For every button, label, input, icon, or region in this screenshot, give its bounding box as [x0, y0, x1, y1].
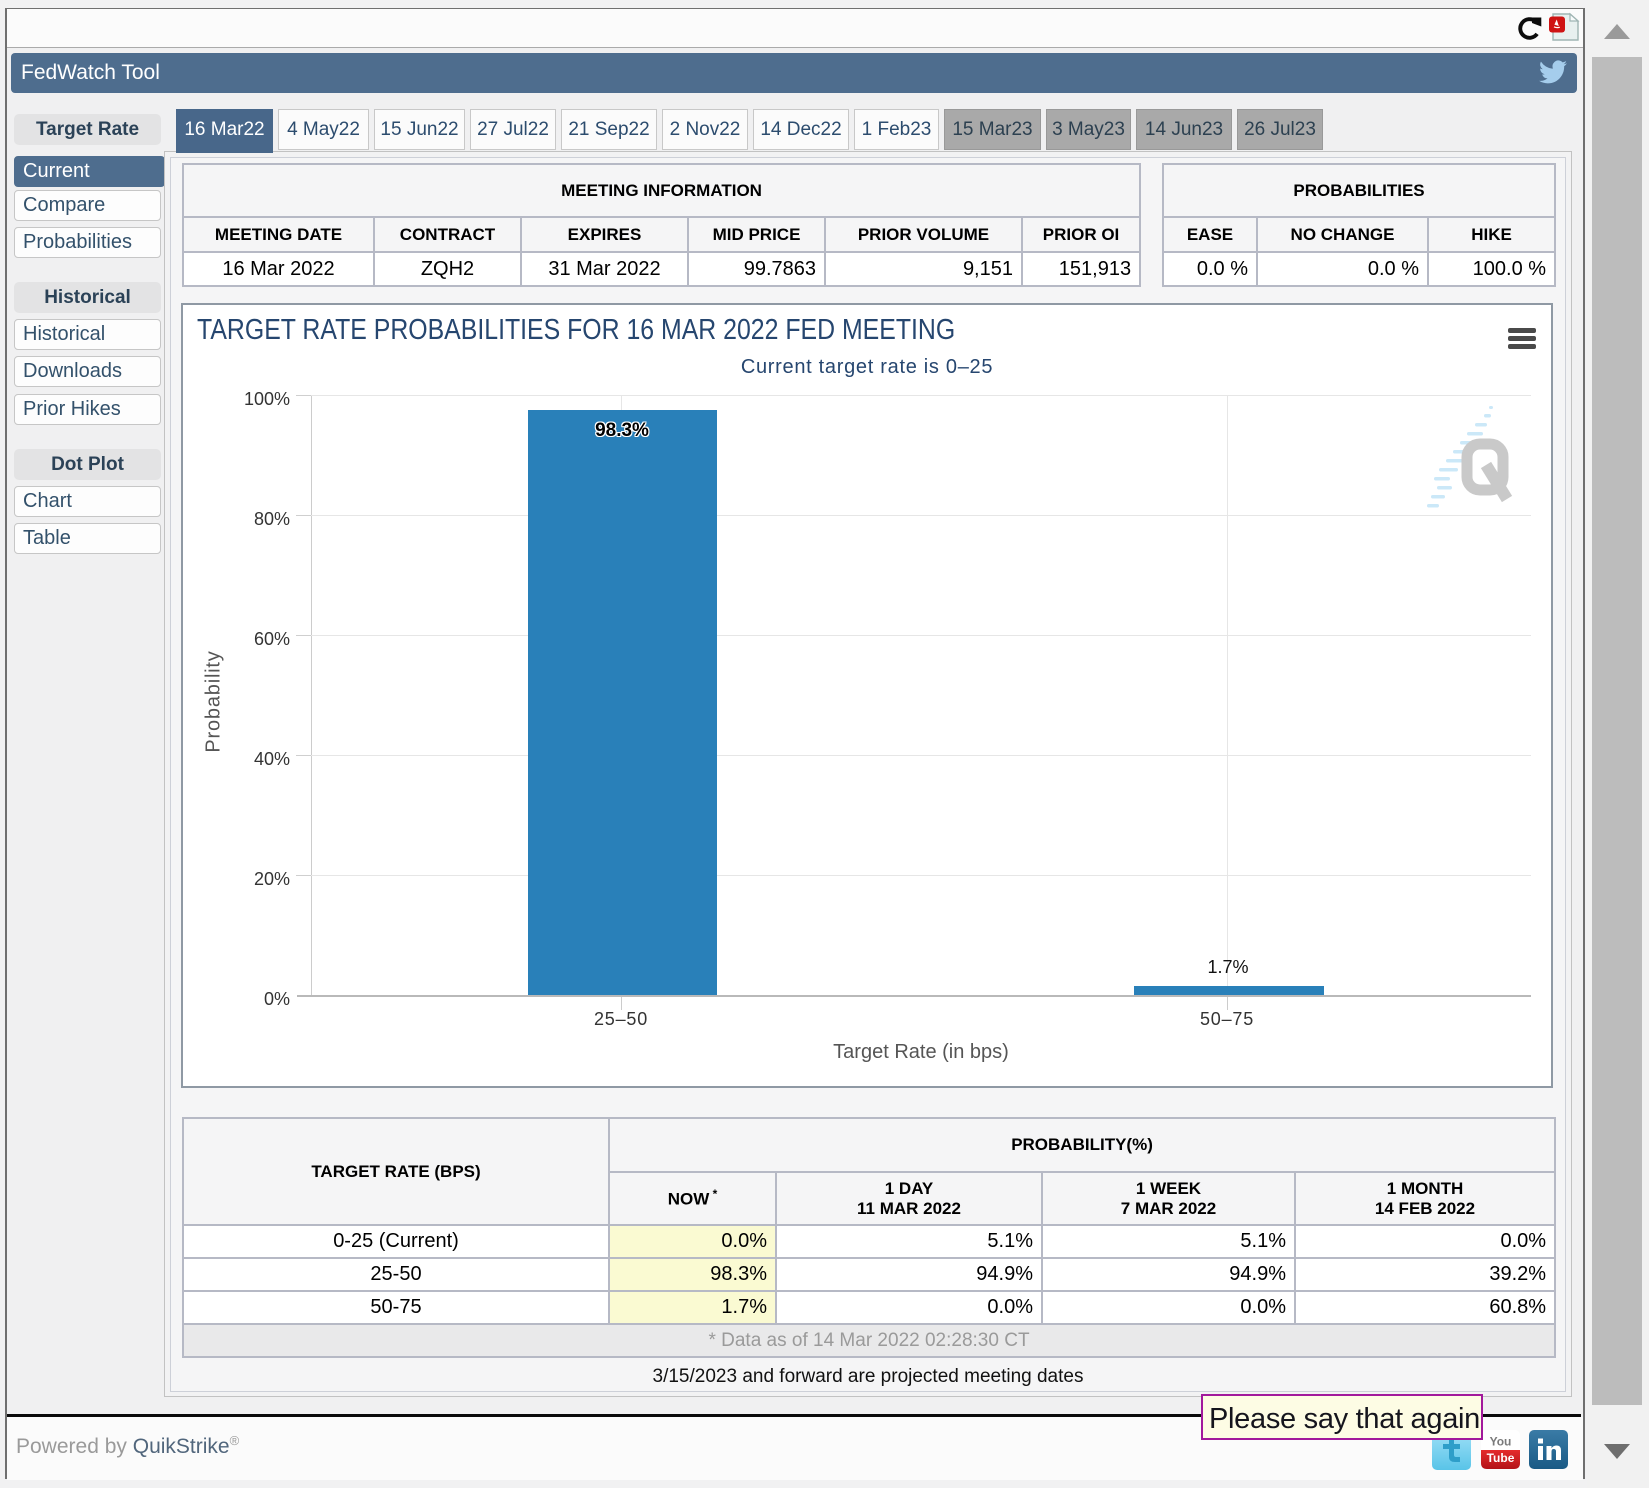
svg-text:You: You: [1490, 1435, 1512, 1449]
svg-text:Tube: Tube: [1487, 1451, 1515, 1465]
